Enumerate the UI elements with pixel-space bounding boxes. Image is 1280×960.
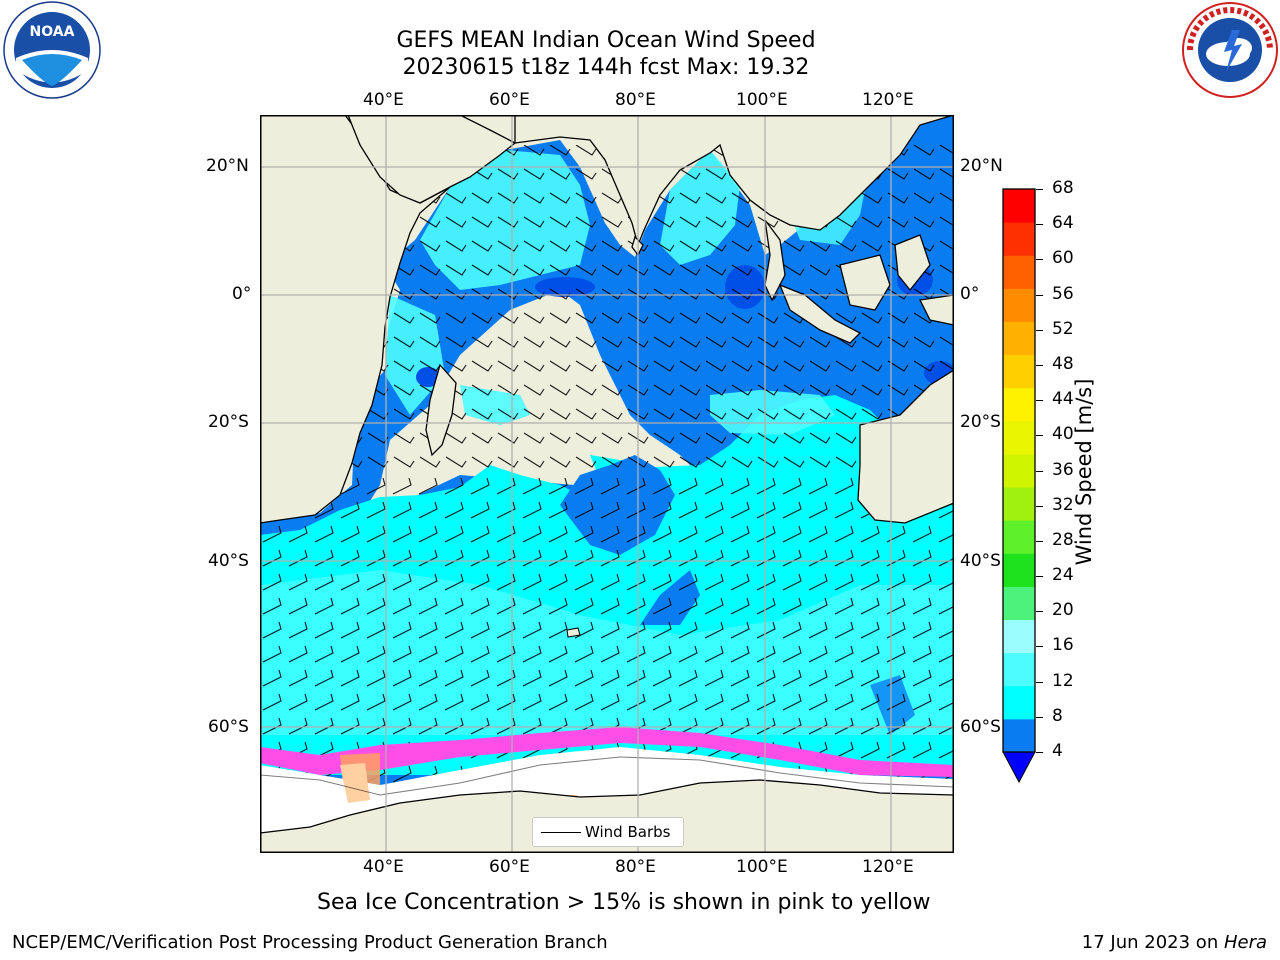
lon-label-bottom: 40°E — [363, 857, 404, 877]
colorbar-segment — [1003, 387, 1035, 422]
india-land — [514, 115, 954, 248]
lat-label-left: 60°S — [208, 717, 249, 737]
colorbar-tick-label: 32 — [1052, 494, 1074, 515]
colorbar-segment — [1003, 321, 1035, 356]
noaa-logo: NOAA — [2, 0, 102, 100]
colorbar-tick-mark — [1036, 505, 1043, 507]
lat-label-right: 60°S — [960, 717, 1001, 737]
colorbar-segment — [1003, 189, 1035, 223]
colorbar-segment — [1003, 652, 1035, 687]
colorbar-tick-label: 12 — [1052, 670, 1074, 691]
lon-label-top: 100°E — [736, 90, 788, 110]
colorbar-tick-label: 44 — [1052, 389, 1074, 410]
borneo-land — [839, 254, 891, 311]
lat-label-left: 40°S — [208, 551, 249, 571]
lat-label-left: 0° — [232, 284, 252, 304]
lat-label-right: 20°S — [960, 412, 1001, 432]
colorbar — [1002, 188, 1036, 786]
colorbar-segment — [1003, 453, 1035, 488]
colorbar-tick-mark — [1036, 576, 1043, 578]
colorbar-segment — [1003, 288, 1035, 322]
colorbar-tick-label: 52 — [1052, 318, 1074, 339]
colorbar-segment — [1003, 354, 1035, 389]
sea-ice-fringe — [260, 727, 954, 777]
colorbar-segment — [1003, 553, 1035, 587]
lon-label-bottom: 80°E — [615, 857, 656, 877]
colorbar-tick-label: 64 — [1052, 213, 1074, 234]
colorbar-segment — [1003, 619, 1035, 654]
colorbar-tick-mark — [1036, 752, 1043, 753]
colorbar-tick-mark — [1036, 435, 1043, 437]
colorbar-tick-label: 4 — [1052, 741, 1063, 761]
colorbar-tick-mark — [1036, 681, 1043, 683]
colorbar-tick-mark — [1036, 364, 1043, 366]
map-canvas — [260, 115, 954, 853]
colorbar-tick-label: 48 — [1052, 353, 1074, 374]
colorbar-tick-mark — [1036, 189, 1043, 190]
lat-label-left: 20°S — [208, 412, 249, 432]
gridlines — [260, 115, 954, 853]
footer-right: 17 Jun 2023 on Hera — [1082, 932, 1267, 953]
arabia-land — [347, 115, 517, 204]
colorbar-title: Wind Speed [m/s] — [1072, 378, 1096, 566]
legend-label: Wind Barbs — [585, 823, 671, 841]
colorbar-tick-mark — [1036, 224, 1043, 226]
colorbar-segment — [1003, 222, 1035, 256]
noaa-logo-text: NOAA — [30, 24, 75, 40]
lon-label-bottom: 60°E — [489, 857, 530, 877]
colorbar-segment — [1003, 718, 1035, 753]
footer-host: Hera — [1223, 932, 1267, 953]
colorbar-tick-mark — [1036, 400, 1043, 402]
colorbar-tick-label: 8 — [1052, 705, 1063, 726]
sea-land-east — [764, 219, 786, 302]
colorbar-tick-label: 20 — [1052, 600, 1074, 621]
colorbar-segment — [1003, 420, 1035, 455]
sea-ice-caption: Sea Ice Concentration > 15% is shown in … — [317, 890, 931, 915]
colorbar-segment — [1003, 255, 1035, 289]
lon-label-bottom: 120°E — [862, 857, 914, 877]
colorbar-tick-label: 28 — [1052, 529, 1074, 550]
australia-land — [857, 369, 954, 524]
lat-label-right: 0° — [960, 284, 980, 304]
chart-title-line2: 20230615 t18z 144h fcst Max: 19.32 — [402, 55, 810, 80]
colorbar-tick-mark — [1036, 470, 1043, 472]
colorbar-tick-mark — [1036, 294, 1043, 296]
lat-label-left: 20°N — [206, 156, 249, 176]
lat-label-right: 20°N — [960, 156, 1003, 176]
colorbar-tick-label: 24 — [1052, 565, 1074, 586]
antarctica-land — [260, 779, 954, 853]
colorbar-tick-mark — [1036, 646, 1043, 648]
lon-label-top: 80°E — [615, 90, 656, 110]
colorbar-tick-label: 40 — [1052, 424, 1074, 445]
footer-left: NCEP/EMC/Verification Post Processing Pr… — [12, 932, 608, 953]
colorbar-tick-label: 36 — [1052, 459, 1074, 480]
lon-label-top: 120°E — [862, 90, 914, 110]
lat-label-right: 40°S — [960, 551, 1001, 571]
colorbar-tick-mark — [1036, 259, 1043, 261]
colorbar-tick-label: 60 — [1052, 248, 1074, 269]
colorbar-tick-mark — [1036, 611, 1043, 613]
legend-line-icon — [541, 832, 581, 833]
colorbar-tick-mark — [1036, 329, 1043, 331]
lon-label-top: 60°E — [489, 90, 530, 110]
colorbar-tick-label: 56 — [1052, 283, 1074, 304]
colorbar-tick-label: 68 — [1052, 178, 1074, 198]
colorbar-tick-mark — [1036, 540, 1043, 542]
nws-logo — [1180, 0, 1280, 100]
colorbar-segment — [1003, 685, 1035, 720]
lon-label-top: 40°E — [363, 90, 404, 110]
map-frame: Wind Barbs — [260, 115, 954, 853]
colorbar-segment — [1003, 487, 1035, 521]
colorbar-segment — [1003, 586, 1035, 621]
wind-barbs-legend: Wind Barbs — [532, 817, 684, 847]
colorbar-segment — [1003, 520, 1035, 554]
sumatra-land — [778, 283, 862, 344]
chart-title-line1: GEFS MEAN Indian Ocean Wind Speed — [396, 28, 816, 53]
map-border — [260, 115, 954, 853]
colorbar-tick-mark — [1036, 716, 1043, 718]
footer-date: 17 Jun 2023 on — [1081, 932, 1224, 953]
lon-label-bottom: 100°E — [736, 857, 788, 877]
madagascar-land — [425, 363, 457, 457]
colorbar-tick-label: 16 — [1052, 635, 1074, 656]
